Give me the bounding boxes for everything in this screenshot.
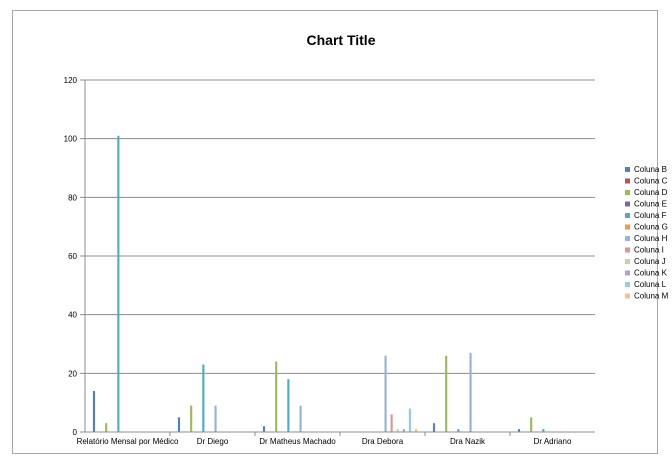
x-tick-label: Dr Diego <box>197 437 229 446</box>
bar <box>530 417 533 432</box>
legend-label: Coluna L <box>634 280 667 289</box>
legend-label: Coluna I <box>634 246 664 255</box>
bar <box>287 379 290 432</box>
x-tick-label: Relatório Mensal por Médico <box>77 437 179 446</box>
bar <box>408 408 411 432</box>
legend-label: Coluna E <box>634 200 667 209</box>
chart-frame <box>12 10 658 454</box>
y-tick-label: 40 <box>68 311 77 320</box>
bar <box>445 355 448 432</box>
y-tick-label: 80 <box>68 193 77 202</box>
legend-swatch <box>625 190 630 195</box>
legend-swatch <box>625 201 630 207</box>
legend-swatch <box>625 282 630 287</box>
bar <box>202 364 205 432</box>
legend-swatch <box>625 270 630 276</box>
bar <box>262 426 266 432</box>
bar <box>432 423 436 432</box>
legend-swatch <box>625 167 630 172</box>
bar <box>457 429 460 432</box>
bar <box>402 429 405 432</box>
bar <box>469 352 472 432</box>
legend-label: Coluna F <box>634 211 667 220</box>
bar <box>299 405 302 432</box>
legend-label: Coluna C <box>634 177 668 186</box>
y-tick-label: 0 <box>73 428 78 437</box>
x-tick-label: Dra Nazik <box>450 437 486 446</box>
axis-layer: 0 20 40 60 80 100 120 Relatório Mensal por Médi… <box>64 76 595 446</box>
x-tick-label: Dra Debora <box>362 437 404 446</box>
x-tick-label: Dr Adriano <box>534 437 572 446</box>
legend-swatch <box>625 293 630 299</box>
legend-label: Coluna K <box>634 269 668 278</box>
legend-label: Coluna M <box>634 292 669 301</box>
bar <box>414 429 418 432</box>
bar <box>517 429 521 432</box>
legend-label: Coluna B <box>634 165 667 174</box>
legend-swatch <box>625 224 630 230</box>
bars-layer <box>92 135 545 432</box>
bar <box>190 405 193 432</box>
x-tick-label: Dr Matheus Machado <box>259 437 336 446</box>
bar <box>390 414 393 432</box>
bar <box>384 355 387 432</box>
bar <box>542 429 545 432</box>
legend-label: Coluna H <box>634 234 668 243</box>
bar <box>396 429 399 432</box>
y-tick-label: 20 <box>68 369 77 378</box>
y-tick-label: 120 <box>64 76 78 85</box>
bar <box>92 390 96 432</box>
grid-layer <box>80 79 595 433</box>
bar <box>214 405 217 432</box>
y-tick-label: 100 <box>64 135 78 144</box>
legend-label: Coluna G <box>634 223 668 232</box>
legend-label: Coluna J <box>634 257 666 266</box>
legend-label: Coluna D <box>634 188 668 197</box>
legend-swatch <box>625 259 630 264</box>
legend-swatch <box>625 213 630 218</box>
legend: Coluna B Coluna C Coluna D Coluna E Coluna F… <box>625 165 669 301</box>
bar <box>275 361 278 432</box>
y-tick-label: 60 <box>68 252 77 261</box>
bar <box>105 423 108 432</box>
legend-swatch <box>625 178 630 184</box>
bar <box>177 417 181 432</box>
chart-title: Chart Title <box>307 32 376 48</box>
legend-swatch <box>625 236 630 241</box>
legend-swatch <box>625 247 630 253</box>
bar <box>117 135 120 432</box>
